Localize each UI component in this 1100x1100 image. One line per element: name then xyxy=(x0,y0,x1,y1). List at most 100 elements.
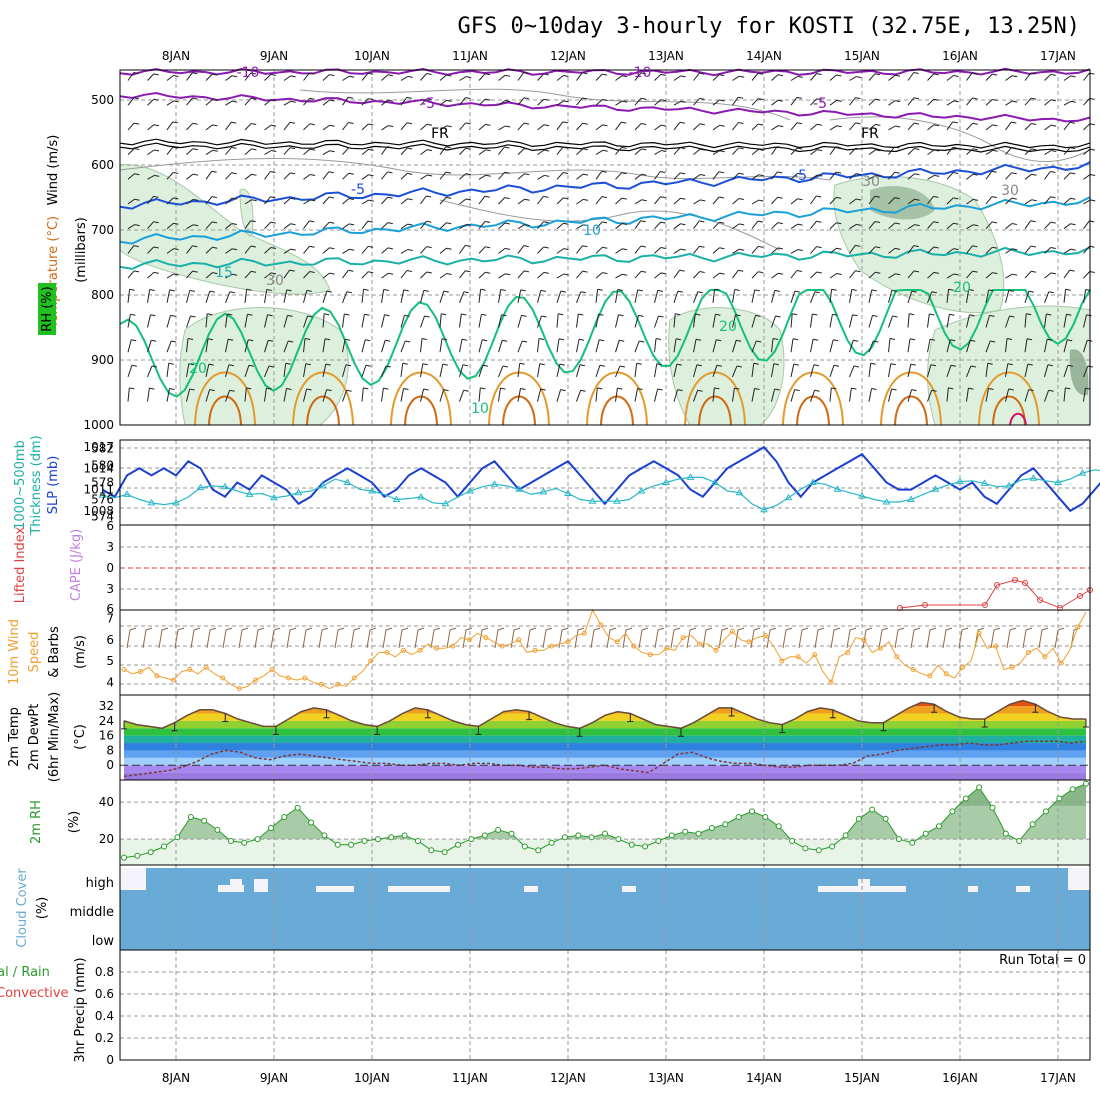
wind-barb-flag xyxy=(543,246,549,249)
wind-barb-flag xyxy=(271,150,277,152)
wind-barb xyxy=(400,198,408,205)
wind-barb-flag xyxy=(505,273,511,276)
precip-tick-label: 0.2 xyxy=(95,1031,114,1045)
wind10-barb xyxy=(750,629,755,649)
wind-barb-flag xyxy=(910,363,916,366)
rh-contour xyxy=(119,157,831,181)
rh-2m-point xyxy=(909,839,916,846)
wind-barb-flag xyxy=(1070,223,1076,226)
wind-barb xyxy=(166,363,170,377)
wind-barb xyxy=(732,270,739,279)
axis-label-temp-1: 2m Temp xyxy=(7,707,22,767)
thickness-point xyxy=(564,489,572,497)
wind-barb-flag xyxy=(871,289,877,292)
wind10-barb-flag xyxy=(177,627,185,631)
wind-barb-flag xyxy=(914,224,920,227)
wind-barb xyxy=(517,72,525,81)
wind-barb xyxy=(849,198,857,205)
wind-barb-flag xyxy=(270,171,276,173)
wind-barb-flag xyxy=(991,196,997,199)
wind-barb xyxy=(595,272,603,279)
wind-barb xyxy=(186,290,191,303)
wind-barb-flag xyxy=(1031,199,1037,202)
wind10-speed-point xyxy=(845,650,851,655)
wind-barb xyxy=(673,121,681,131)
wind-barb-flag xyxy=(481,313,487,316)
wind-barb xyxy=(400,388,404,402)
wind-barb xyxy=(595,221,603,230)
wind-barb-flag xyxy=(540,289,546,292)
thickness-point xyxy=(784,493,793,501)
wind-barb-flag xyxy=(465,97,471,100)
wind-barb-flag xyxy=(173,197,179,200)
wind-barb xyxy=(459,198,467,205)
wind10-speed-point xyxy=(483,635,489,641)
slp-tick-label: 1014 xyxy=(83,461,114,475)
wind10-barb xyxy=(446,629,451,649)
wind-barb xyxy=(673,75,681,81)
wind10-barb-flag xyxy=(897,627,905,631)
wind-barb xyxy=(966,97,973,106)
wind10-speed-point xyxy=(795,654,801,660)
wind10-barb-flag xyxy=(593,627,601,631)
wind-barb xyxy=(732,340,737,353)
wind10-speed-point xyxy=(581,630,587,636)
wind-barb-flag xyxy=(344,313,350,316)
wind-barb-flag xyxy=(329,272,335,275)
wind-barb xyxy=(751,340,757,353)
wind-barb-flag xyxy=(833,364,839,367)
pressure-tick-label: 700 xyxy=(91,223,114,237)
wind10-barb xyxy=(142,629,147,649)
rh-2m-point xyxy=(588,834,595,841)
wind-barb-flag xyxy=(560,290,566,293)
wind-barb xyxy=(790,198,798,205)
wind-barb-flag xyxy=(209,290,215,293)
wind-barb-flag xyxy=(1031,97,1037,100)
wind-barb-flag xyxy=(1028,389,1034,392)
wind-barb-flag xyxy=(911,290,917,293)
wind-barb xyxy=(966,72,973,81)
rh-2m-point xyxy=(642,843,649,850)
wind-barb xyxy=(615,289,619,303)
wind-barb-flag xyxy=(524,198,530,201)
wind-barb-flag xyxy=(563,273,569,276)
wind-barb-flag xyxy=(894,197,900,200)
panel-frame xyxy=(119,69,1091,426)
wind-barb xyxy=(381,99,389,106)
wind-barb xyxy=(966,314,970,328)
wind-barb xyxy=(771,125,779,131)
wind-barb-flag xyxy=(1050,221,1056,224)
wind-barb-flag xyxy=(134,198,140,201)
wind-barb xyxy=(517,289,522,303)
wind-barb xyxy=(790,97,798,106)
rh-2m-point xyxy=(1042,808,1049,815)
wind-barb-flag xyxy=(619,339,625,342)
wind-barb xyxy=(693,291,699,303)
wind-barb-flag xyxy=(813,338,819,341)
wind-barb-flag xyxy=(1086,314,1092,317)
cloud-gap xyxy=(1016,886,1030,892)
wind-barb xyxy=(361,220,369,230)
wind10-speed-point xyxy=(351,675,357,681)
wind-barb xyxy=(751,289,756,303)
wind-barb xyxy=(186,198,194,205)
wind-barb xyxy=(985,196,993,205)
rh-2m-point xyxy=(161,843,168,850)
wind-barb-flag xyxy=(1011,146,1017,149)
wind-barb xyxy=(712,171,720,180)
wind-barb xyxy=(634,123,642,131)
temp-color-band xyxy=(124,700,1086,707)
wind-barb-flag xyxy=(738,96,744,99)
wind-barb-flag xyxy=(1070,147,1076,150)
wind-barb xyxy=(361,314,365,328)
wind-barb xyxy=(1024,173,1032,180)
wind-barb-flag xyxy=(655,338,662,340)
isotherm-30 xyxy=(698,395,732,426)
wind-barb xyxy=(946,339,951,353)
wind-barb xyxy=(849,365,855,378)
wind-barb-flag xyxy=(406,96,412,99)
wind-barb-flag xyxy=(480,387,486,390)
wind-barb xyxy=(693,245,700,254)
wind-barb xyxy=(147,365,153,378)
wind-barb xyxy=(537,272,545,279)
